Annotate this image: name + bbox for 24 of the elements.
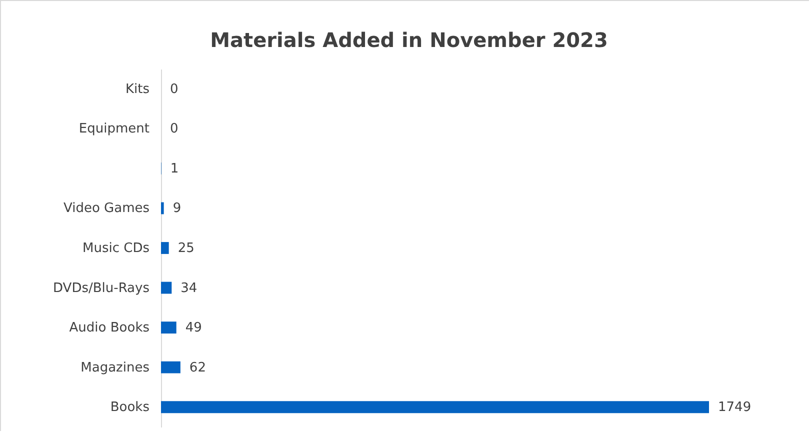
data-label: 49 bbox=[185, 320, 202, 336]
data-label: 1749 bbox=[718, 400, 752, 416]
y-tick-label: Equipment bbox=[78, 122, 150, 137]
bar bbox=[161, 202, 164, 214]
bar bbox=[161, 401, 709, 414]
data-label: 1 bbox=[170, 161, 179, 176]
y-tick-label: Video Games bbox=[63, 201, 150, 216]
data-label: 34 bbox=[180, 280, 198, 296]
y-tick-label: Kits bbox=[125, 82, 150, 97]
bar bbox=[161, 322, 176, 334]
bar bbox=[161, 242, 169, 254]
bar bbox=[161, 361, 180, 374]
y-tick-label: Audio Books bbox=[69, 320, 150, 336]
data-label: 9 bbox=[172, 201, 182, 216]
y-tick-label: Books bbox=[110, 400, 150, 416]
data-label: 0 bbox=[170, 122, 178, 137]
data-label: 25 bbox=[178, 241, 194, 256]
data-label: 62 bbox=[189, 360, 206, 376]
data-label: 0 bbox=[170, 82, 178, 97]
y-tick-label: Music CDs bbox=[82, 241, 150, 256]
y-tick-label: DVDs/Blu-Rays bbox=[53, 280, 150, 296]
bar bbox=[161, 282, 172, 294]
y-tick-label: Magazines bbox=[80, 360, 150, 376]
chart-title: Materials Added in November 2023 bbox=[210, 28, 608, 52]
